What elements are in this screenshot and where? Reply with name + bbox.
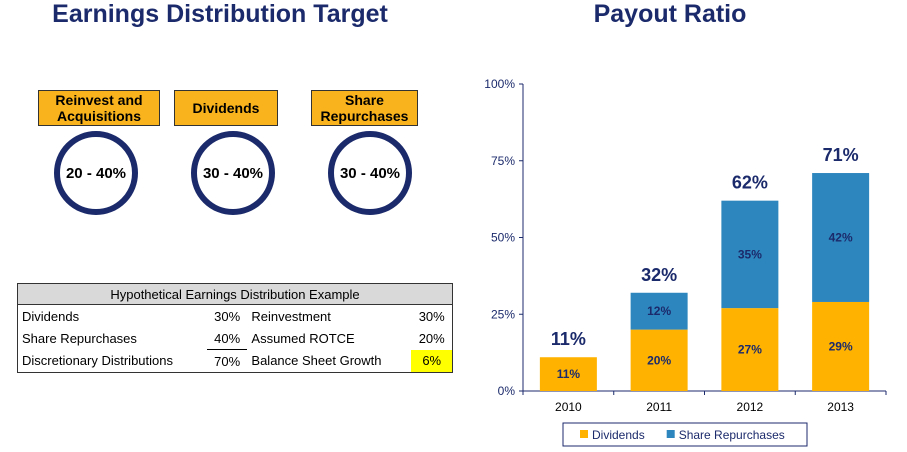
- target-range-repurchases: 30 - 40%: [328, 131, 412, 215]
- row-label: Dividends: [22, 308, 80, 324]
- target-label-reinvest: Reinvest and Acquisitions: [38, 90, 160, 126]
- bar-dividends: [630, 329, 688, 391]
- row-label: Share Repurchases: [22, 330, 137, 346]
- y-tick-label: 25%: [491, 307, 515, 321]
- row-label: Reinvestment: [251, 308, 331, 324]
- x-tick-label: 2013: [827, 400, 854, 414]
- row-label: Discretionary Distributions: [22, 353, 173, 369]
- row-value: 30%: [214, 308, 241, 324]
- left-title: Earnings Distribution Target: [52, 0, 388, 28]
- table-row: Discretionary Distributions 70% Balance …: [18, 349, 453, 373]
- data-label: 11%: [557, 367, 581, 381]
- data-label: 29%: [829, 339, 853, 353]
- target-range-reinvest: 20 - 40%: [54, 131, 138, 215]
- distribution-example-table: Hypothetical Earnings Distribution Examp…: [17, 283, 453, 373]
- row-label: Assumed ROTCE: [251, 330, 355, 346]
- legend-swatch: [666, 430, 675, 438]
- row-value: 70%: [214, 353, 241, 369]
- y-tick-label: 100%: [484, 77, 515, 91]
- y-tick-label: 50%: [491, 231, 515, 245]
- data-label: 42%: [829, 231, 853, 245]
- row-value-highlighted: 6%: [411, 349, 453, 373]
- bar-share-repurchases: [721, 200, 779, 309]
- row-value: 20%: [418, 330, 445, 346]
- row-label: Balance Sheet Growth: [251, 353, 382, 369]
- bar-dividends: [721, 308, 779, 391]
- total-label: 11%: [551, 329, 586, 349]
- total-label: 32%: [641, 265, 677, 285]
- y-tick-label: 0%: [498, 384, 516, 398]
- total-label: 62%: [732, 173, 768, 193]
- bar-dividends: [539, 357, 597, 391]
- table-header: Hypothetical Earnings Distribution Examp…: [17, 283, 453, 305]
- data-label: 20%: [647, 353, 671, 367]
- target-range-dividends: 30 - 40%: [191, 131, 275, 215]
- table-row: Dividends 30% Reinvestment 30%: [18, 305, 453, 328]
- target-label-dividends: Dividends: [174, 90, 278, 126]
- row-value: 40%: [206, 327, 248, 350]
- legend: [562, 422, 808, 447]
- x-tick-label: 2012: [737, 400, 764, 414]
- table-row: Share Repurchases 40% Assumed ROTCE 20%: [18, 327, 453, 350]
- y-tick-label: 75%: [491, 154, 515, 168]
- bar-share-repurchases: [812, 173, 870, 302]
- legend-label: Share Repurchases: [679, 428, 785, 442]
- x-tick-label: 2011: [646, 400, 672, 414]
- legend-swatch: [580, 430, 588, 438]
- data-label: 12%: [647, 304, 671, 318]
- total-label: 71%: [823, 145, 859, 165]
- data-label: 27%: [738, 343, 762, 357]
- chart-title: Payout Ratio: [593, 0, 747, 28]
- legend-label: Dividends: [592, 428, 645, 442]
- row-value: 30%: [418, 308, 445, 324]
- data-label: 35%: [738, 247, 762, 261]
- bar-dividends: [812, 301, 870, 391]
- x-tick-label: 2010: [555, 400, 582, 414]
- bar-share-repurchases: [630, 292, 688, 330]
- target-label-repurchases: Share Repurchases: [311, 90, 418, 126]
